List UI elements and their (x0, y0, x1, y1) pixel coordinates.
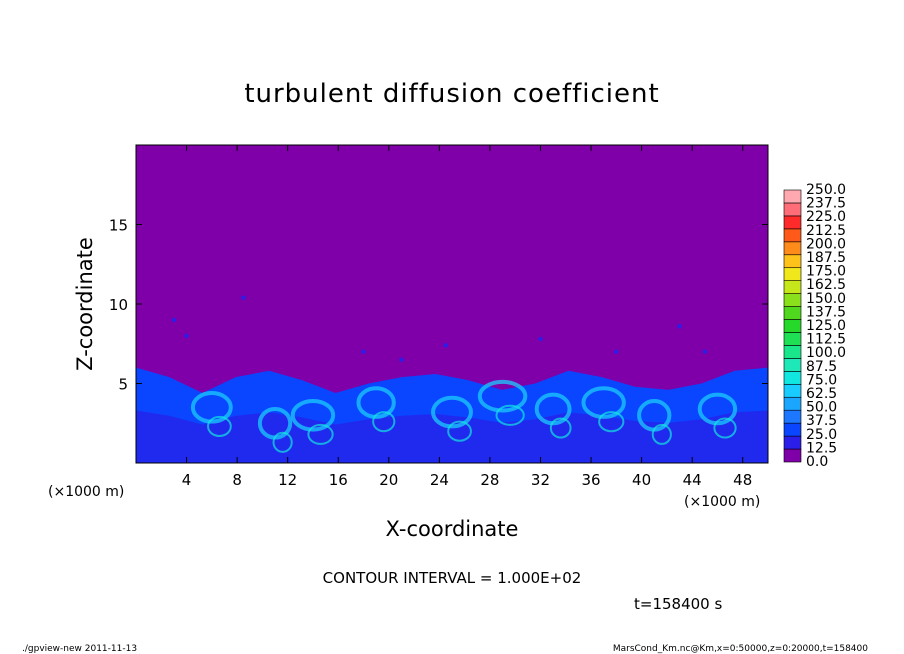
plume-streak (581, 386, 626, 419)
colorbar-swatch (783, 371, 802, 385)
colorbar-label: 87.5 (806, 359, 837, 375)
plume-streak (207, 415, 232, 437)
turbulent-patch (361, 349, 366, 354)
x-tick-label: 16 (329, 471, 348, 489)
x-tick-label: 40 (632, 471, 651, 489)
colorbar-swatch (783, 202, 802, 217)
colorbar-swatch (783, 448, 802, 463)
plume-streak (431, 395, 473, 429)
colorbar-label: 50.0 (806, 400, 837, 416)
colorbar-swatch (783, 383, 802, 398)
colorbar-swatch (783, 409, 802, 424)
colorbar-swatch (783, 422, 802, 437)
x-axis-unit-right: (×1000 m) (684, 494, 760, 510)
colorbar-swatch (783, 228, 802, 243)
colorbar-swatch (783, 332, 802, 346)
x-tick-label: 24 (430, 471, 449, 489)
plume-streak (356, 386, 396, 419)
y-tick-label: 10 (109, 296, 128, 314)
x-tick-label: 28 (480, 471, 499, 489)
plume-streak (651, 423, 672, 445)
footer-right: MarsCond_Km.nc@Km,x=0:50000,z=0:20000,t=… (613, 644, 868, 654)
y-tick-label: 15 (109, 217, 128, 235)
x-tick-label: 20 (379, 471, 398, 489)
plume-streak (477, 379, 528, 413)
diffusion-field (136, 295, 768, 463)
x-tick-label: 48 (733, 471, 752, 489)
colorbar-label: 125.0 (806, 318, 846, 334)
colorbar-swatch (783, 435, 802, 450)
contour-interval-label: CONTOUR INTERVAL = 1.000E+02 (323, 569, 582, 587)
y-axis-ticks: 5 10 15 (109, 217, 768, 394)
plume-streak (598, 411, 625, 433)
colorbar-swatch (783, 241, 802, 256)
x-axis-unit-left: (×1000 m) (48, 484, 124, 500)
colorbar-label: 100.0 (806, 345, 846, 361)
footer-left: ./gpview-new 2011-11-13 (22, 644, 137, 654)
colorbar-label: 12.5 (806, 440, 837, 456)
plume-streak (290, 398, 336, 432)
colorbar-label: 175.0 (806, 264, 846, 280)
turbulent-patch (443, 343, 448, 348)
colorbar-swatch (783, 319, 802, 333)
colorbar-swatch (783, 345, 802, 359)
plume-streak (713, 417, 737, 439)
colorbar-swatch (783, 358, 802, 372)
y-tick-label: 5 (118, 376, 128, 394)
x-tick-label: 4 (182, 471, 192, 489)
colorbar-label: 62.5 (806, 386, 837, 402)
plume-streak (272, 431, 293, 453)
plume-streak (549, 417, 572, 439)
turbulent-patch (538, 336, 543, 342)
x-tick-label: 8 (232, 471, 242, 489)
x-axis-ticks: 4 8 12 16 20 24 28 32 36 40 44 48 (182, 145, 752, 489)
x-tick-label: 32 (531, 471, 550, 489)
y-axis-title: Z-coordinate (73, 237, 97, 371)
x-axis-title: X-coordinate (386, 517, 519, 541)
colorbar-swatch (783, 293, 802, 307)
colorbar-label: 25.0 (806, 427, 837, 443)
x-tick-label: 44 (683, 471, 702, 489)
colorbar-label: 187.5 (806, 250, 846, 266)
colorbar-label: 75.0 (806, 372, 837, 388)
plume-streak (447, 420, 472, 442)
colorbar-swatch (783, 306, 802, 320)
plume-streak (697, 392, 738, 426)
colorbar-label: 0.0 (806, 454, 828, 470)
x-tick-label: 12 (278, 471, 297, 489)
colorbar: 0.012.525.037.550.062.575.087.5100.0112.… (783, 182, 846, 470)
colorbar-label: 150.0 (806, 291, 846, 307)
turbulent-patch (171, 317, 177, 323)
colorbar-swatch (783, 280, 802, 294)
turbulent-patch (399, 357, 404, 362)
turbulent-patch (184, 333, 189, 338)
colorbar-label: 162.5 (806, 277, 846, 293)
plot-area (135, 144, 769, 464)
turbulent-patch (702, 349, 707, 354)
colorbar-label: 237.5 (806, 196, 846, 212)
colorbar-swatch (783, 267, 802, 281)
colorbar-label: 37.5 (806, 413, 837, 429)
turbulent-patch (614, 349, 619, 354)
colorbar-label: 137.5 (806, 304, 846, 320)
turbulent-patch (241, 295, 246, 300)
plume-streak (307, 423, 334, 445)
turbulent-patch (677, 324, 682, 329)
time-label: t=158400 s (634, 595, 722, 613)
x-tick-label: 36 (581, 471, 600, 489)
colorbar-swatch (783, 189, 802, 204)
plume-streak (372, 411, 396, 433)
colorbar-swatch (783, 396, 802, 411)
colorbar-swatch (783, 215, 802, 230)
colorbar-label: 225.0 (806, 209, 846, 225)
plume-streak (495, 404, 525, 426)
colorbar-swatch (783, 254, 802, 269)
colorbar-label: 112.5 (806, 332, 846, 348)
plume-streak (190, 391, 233, 424)
colorbar-label: 212.5 (806, 223, 846, 239)
chart-title: turbulent diffusion coefficient (244, 79, 659, 109)
colorbar-label: 200.0 (806, 236, 846, 252)
colorbar-label: 250.0 (806, 182, 846, 198)
